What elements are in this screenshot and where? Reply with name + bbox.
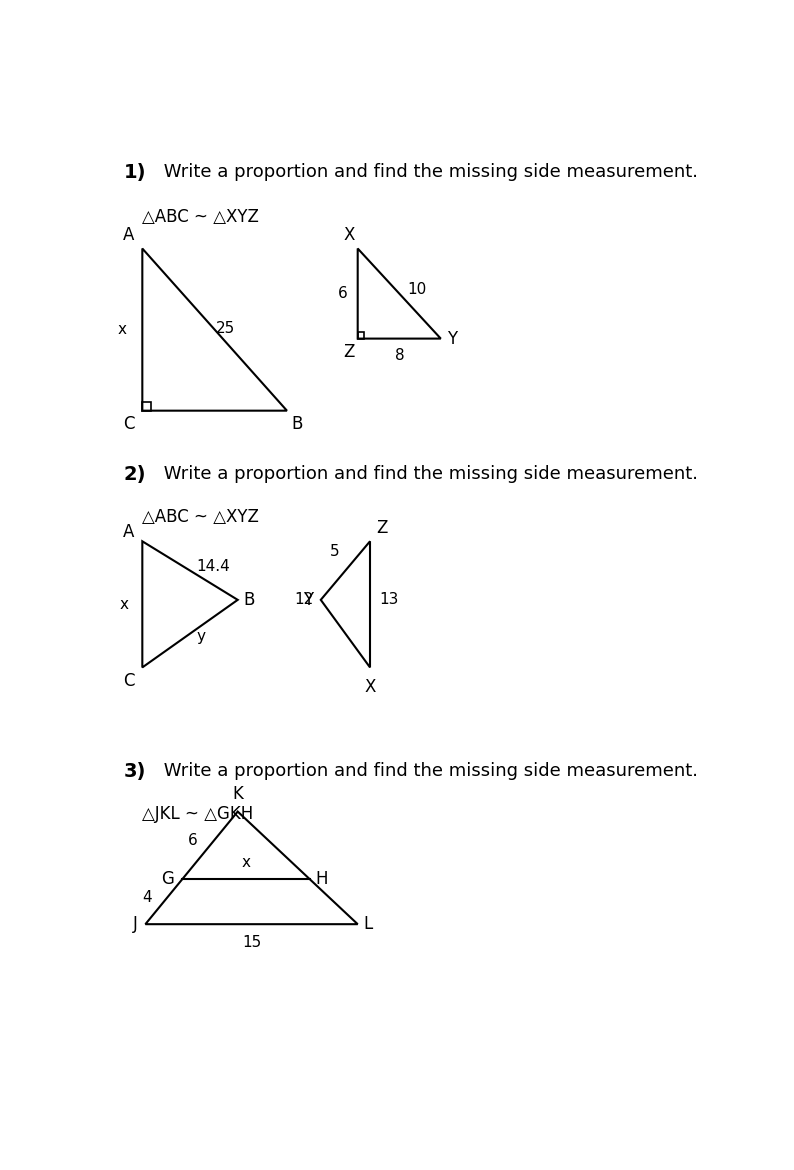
Text: A: A bbox=[123, 226, 134, 245]
Text: K: K bbox=[233, 785, 243, 803]
Text: A: A bbox=[123, 523, 134, 542]
Text: B: B bbox=[244, 591, 255, 608]
Text: C: C bbox=[123, 672, 134, 690]
Text: 5: 5 bbox=[330, 544, 339, 559]
Text: C: C bbox=[123, 415, 134, 433]
Text: L: L bbox=[364, 915, 373, 934]
Text: Y: Y bbox=[447, 330, 457, 347]
Text: H: H bbox=[316, 870, 329, 888]
Text: 13: 13 bbox=[380, 592, 399, 607]
Text: x: x bbox=[241, 855, 251, 870]
Text: 8: 8 bbox=[395, 347, 404, 363]
Text: x: x bbox=[118, 322, 127, 337]
Text: 6: 6 bbox=[188, 833, 198, 848]
Text: 15: 15 bbox=[242, 935, 261, 950]
Text: Write a proportion and find the missing side measurement.: Write a proportion and find the missing … bbox=[158, 762, 698, 780]
Text: 3): 3) bbox=[124, 762, 146, 782]
Text: 12: 12 bbox=[294, 592, 314, 607]
Text: Z: Z bbox=[376, 518, 387, 537]
Text: B: B bbox=[292, 415, 303, 433]
Text: y: y bbox=[196, 628, 206, 644]
Text: x: x bbox=[120, 597, 129, 612]
Text: 25: 25 bbox=[216, 321, 235, 336]
Text: Write a proportion and find the missing side measurement.: Write a proportion and find the missing … bbox=[158, 464, 698, 483]
Text: Write a proportion and find the missing side measurement.: Write a proportion and find the missing … bbox=[158, 163, 698, 181]
Text: X: X bbox=[364, 679, 376, 696]
Text: Z: Z bbox=[343, 343, 355, 362]
Text: J: J bbox=[133, 915, 137, 934]
Text: 4: 4 bbox=[142, 889, 152, 904]
Text: Y: Y bbox=[303, 591, 314, 608]
Text: G: G bbox=[161, 870, 175, 888]
Text: X: X bbox=[343, 226, 355, 245]
Text: △ABC ~ △XYZ: △ABC ~ △XYZ bbox=[142, 208, 259, 226]
Text: 6: 6 bbox=[337, 285, 347, 301]
Text: 1): 1) bbox=[124, 163, 146, 181]
Text: 14.4: 14.4 bbox=[196, 559, 230, 574]
Text: △JKL ~ △GKH: △JKL ~ △GKH bbox=[142, 805, 253, 824]
Text: 10: 10 bbox=[407, 282, 426, 297]
Text: 2): 2) bbox=[124, 464, 146, 483]
Text: △ABC ~ △XYZ: △ABC ~ △XYZ bbox=[142, 508, 259, 526]
